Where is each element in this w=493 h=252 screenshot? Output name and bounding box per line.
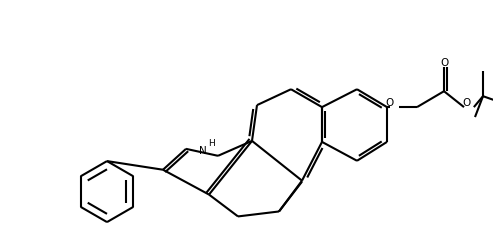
Text: O: O [463,98,471,108]
Text: H: H [208,138,215,147]
Text: O: O [440,58,448,68]
Text: N: N [199,145,207,155]
Text: O: O [386,98,394,108]
